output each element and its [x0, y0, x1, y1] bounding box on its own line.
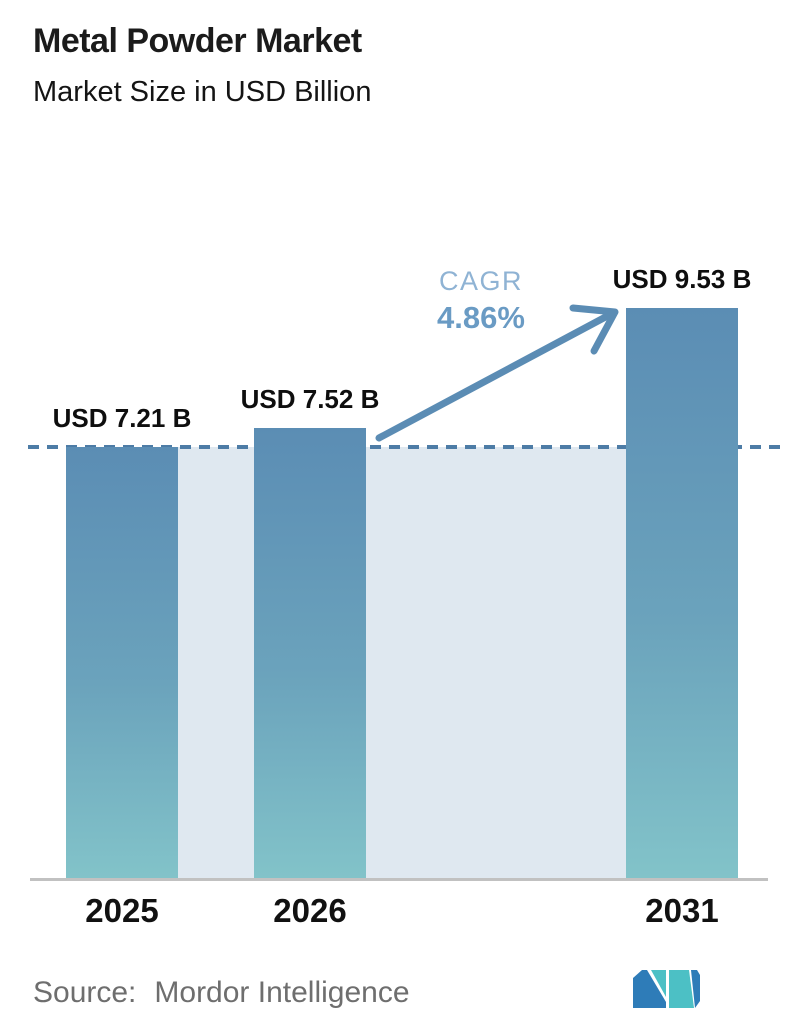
- value-label-2025: USD 7.21 B: [52, 403, 192, 433]
- growth-arrow-icon: [375, 304, 619, 442]
- bar-2026: [254, 428, 366, 878]
- x-axis-line: [30, 878, 768, 881]
- reference-dashed-line: [28, 445, 783, 449]
- cagr-label: CAGR: [438, 266, 523, 296]
- value-label-2026: USD 7.52 B: [240, 384, 380, 415]
- x-tick-2031: 2031: [645, 892, 719, 929]
- source-value: Mordor Intelligence: [154, 976, 410, 1009]
- bar-2031: [626, 308, 738, 878]
- cagr-annotation: CAGR 4.86%: [381, 266, 581, 336]
- value-label-2031: USD 9.53 B: [612, 264, 752, 295]
- bar-2025: [66, 447, 178, 878]
- page-subtitle: Market Size in USD Billion: [33, 76, 372, 108]
- source-label: Source:: [33, 976, 137, 1009]
- page-title: Metal Powder Market: [33, 22, 362, 60]
- mordor-intelligence-logo: [633, 970, 700, 1008]
- cagr-value: 4.86%: [437, 300, 525, 335]
- x-tick-2025: 2025: [85, 892, 159, 929]
- source-note: Source: Mordor Intelligence: [33, 976, 410, 1010]
- x-tick-2026: 2026: [273, 892, 347, 929]
